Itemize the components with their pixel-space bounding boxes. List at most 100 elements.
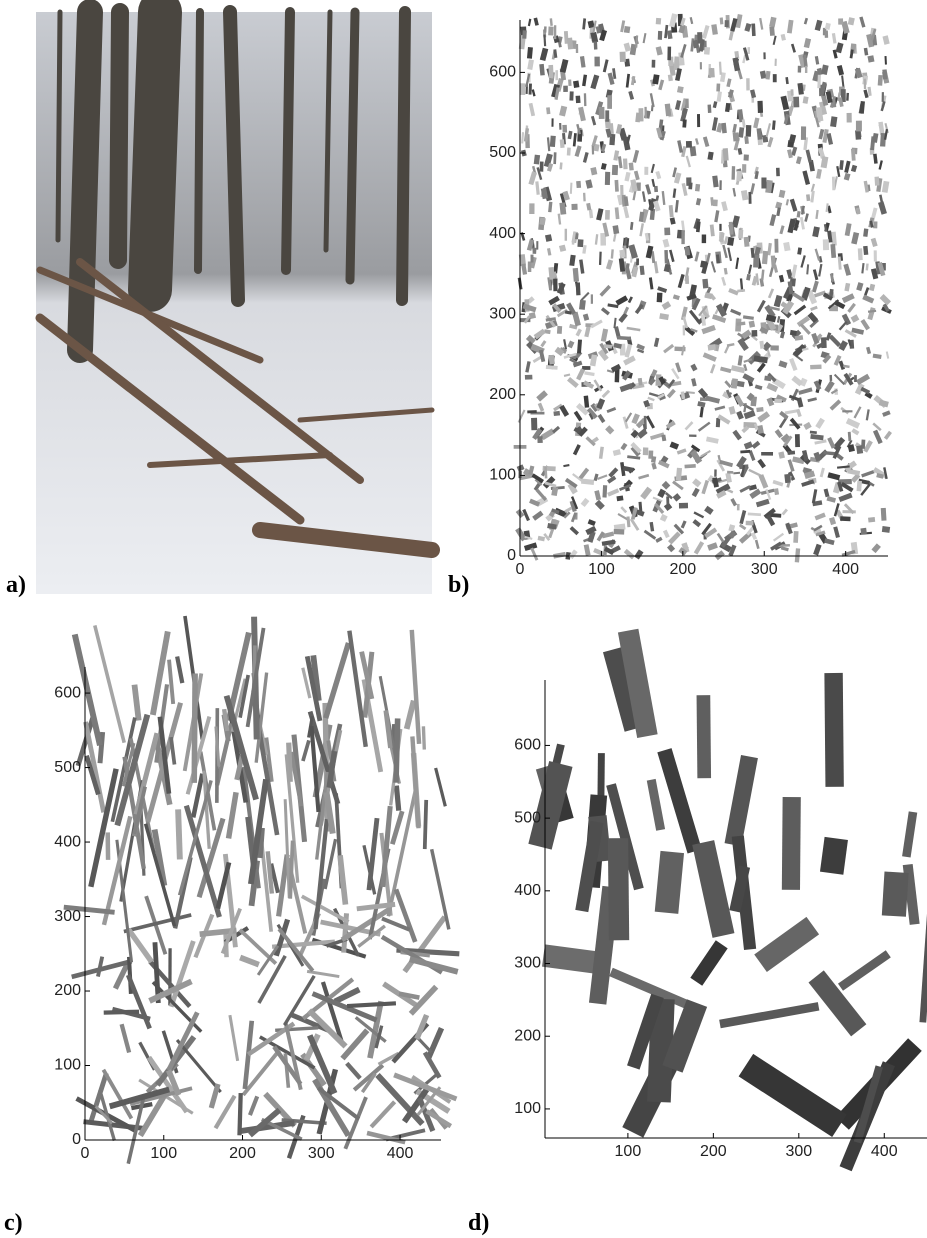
- segment: [169, 736, 177, 765]
- segment: [838, 492, 853, 503]
- segment: [724, 755, 758, 847]
- segment: [528, 102, 536, 117]
- segment: [166, 1011, 200, 1072]
- segment: [880, 132, 887, 147]
- segment: [791, 329, 802, 340]
- segment: [785, 77, 789, 85]
- segment: [422, 1051, 442, 1079]
- segment: [847, 444, 855, 453]
- segment: [843, 503, 855, 515]
- segment: [756, 299, 766, 313]
- segment: [721, 201, 728, 212]
- segment: [545, 314, 556, 328]
- segment: [528, 171, 537, 186]
- segment: [711, 24, 718, 35]
- segment: [813, 290, 826, 298]
- segment: [755, 273, 760, 286]
- segment: [569, 182, 573, 194]
- segment: [705, 395, 721, 404]
- segment: [669, 13, 678, 28]
- segment: [587, 20, 595, 29]
- segment: [727, 236, 735, 246]
- segment: [680, 520, 687, 529]
- segment: [650, 369, 658, 377]
- segment: [643, 529, 657, 540]
- segments: [63, 615, 460, 1165]
- segment: [731, 215, 740, 228]
- segment: [859, 101, 865, 114]
- segment: [653, 337, 660, 348]
- segment: [799, 377, 808, 387]
- segment: [618, 312, 628, 323]
- segment: [883, 430, 892, 440]
- segment: [872, 132, 879, 143]
- segment: [817, 74, 821, 89]
- segment: [730, 365, 746, 374]
- segment: [779, 225, 785, 235]
- segment: [787, 149, 793, 159]
- segment: [542, 475, 556, 489]
- segment: [776, 316, 781, 323]
- segment: [695, 138, 699, 145]
- segment: [641, 191, 646, 202]
- x-tick-label: 300: [785, 1143, 812, 1160]
- segment: [551, 486, 559, 497]
- segment: [623, 548, 635, 560]
- segment: [772, 479, 784, 487]
- segment: [863, 287, 870, 296]
- segment: [283, 799, 291, 899]
- segment: [598, 251, 602, 266]
- segment: [774, 429, 784, 439]
- segment: [698, 305, 708, 317]
- segment: [664, 491, 673, 500]
- segment: [780, 33, 786, 41]
- segment: [672, 167, 678, 178]
- segment: [543, 34, 547, 47]
- segment: [856, 445, 864, 455]
- segment: [607, 838, 630, 941]
- segment: [584, 371, 595, 377]
- segment: [827, 205, 832, 214]
- segment: [812, 70, 820, 82]
- segment: [661, 191, 666, 206]
- segment: [357, 924, 386, 948]
- segment: [714, 210, 720, 223]
- y-tick-label: 400: [514, 882, 541, 899]
- segment: [742, 47, 750, 61]
- segment: [727, 247, 733, 262]
- segment: [131, 684, 142, 721]
- segment: [749, 488, 762, 499]
- segment: [867, 309, 877, 313]
- segment: [669, 217, 676, 225]
- segment: [653, 261, 659, 274]
- segment: [756, 128, 763, 140]
- segment: [786, 269, 793, 280]
- segment: [767, 372, 777, 383]
- segment: [310, 655, 322, 702]
- segment: [600, 328, 609, 342]
- segments: [513, 13, 892, 563]
- y-tick-label: 500: [54, 759, 81, 776]
- segment: [638, 473, 650, 480]
- segment: [803, 137, 809, 151]
- segment: [191, 773, 205, 818]
- segment: [806, 289, 818, 305]
- x-tick-label: 100: [588, 561, 615, 578]
- segment: [615, 123, 623, 135]
- segment: [711, 117, 719, 131]
- segments: [528, 628, 927, 1172]
- segment: [569, 254, 576, 267]
- segment: [692, 840, 735, 938]
- segment: [829, 288, 834, 297]
- segment: [709, 363, 716, 374]
- segment: [769, 214, 777, 227]
- segment: [526, 239, 535, 251]
- segment: [598, 446, 604, 459]
- segment: [157, 716, 172, 794]
- segment: [707, 151, 714, 161]
- segment: [843, 364, 850, 369]
- segment: [151, 828, 168, 887]
- segment: [836, 65, 845, 76]
- segment: [309, 726, 321, 813]
- segment: [661, 434, 667, 442]
